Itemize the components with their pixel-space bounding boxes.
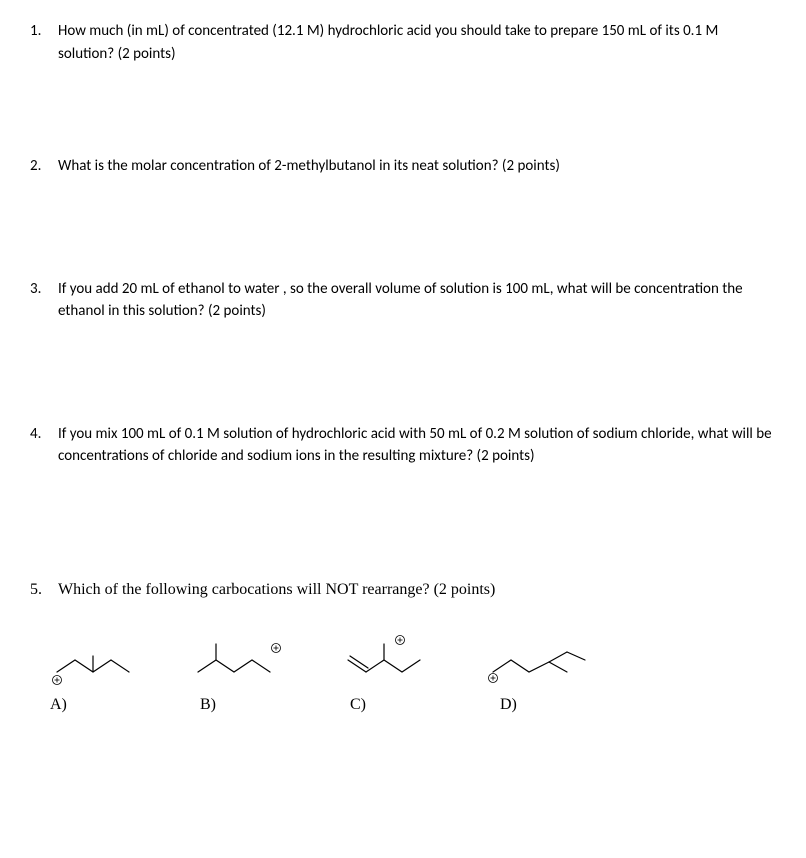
question-1-text: How much (in mL) of concentrated (12.1 M… bbox=[58, 20, 776, 65]
question-5-text: Which of the following carbocations will… bbox=[58, 578, 776, 602]
charge-icon bbox=[272, 643, 281, 652]
question-4-text: If you mix 100 mL of 0.1 M solution of h… bbox=[58, 423, 776, 468]
carbocation-c-icon bbox=[340, 630, 470, 685]
option-d: D) bbox=[480, 630, 630, 717]
option-d-label: D) bbox=[480, 693, 517, 717]
option-c: C) bbox=[330, 630, 480, 717]
question-3: 3. If you add 20 mL of ethanol to water … bbox=[30, 278, 776, 323]
question-4: 4. If you mix 100 mL of 0.1 M solution o… bbox=[30, 423, 776, 468]
option-b: B) bbox=[180, 630, 330, 717]
question-4-number: 4. bbox=[30, 423, 58, 468]
option-a-label: A) bbox=[30, 693, 67, 717]
options-row: A) B) bbox=[30, 630, 776, 717]
charge-icon bbox=[53, 675, 62, 684]
question-3-number: 3. bbox=[30, 278, 58, 323]
carbocation-d-icon bbox=[485, 630, 625, 685]
question-2-number: 2. bbox=[30, 155, 58, 178]
question-1: 1. How much (in mL) of concentrated (12.… bbox=[30, 20, 776, 65]
charge-icon bbox=[489, 673, 498, 682]
question-5-number: 5. bbox=[30, 578, 58, 602]
question-5: 5. Which of the following carbocations w… bbox=[30, 578, 776, 602]
question-1-number: 1. bbox=[30, 20, 58, 65]
option-b-label: B) bbox=[180, 693, 216, 717]
option-c-label: C) bbox=[330, 693, 366, 717]
question-2-text: What is the molar concentration of 2-met… bbox=[58, 155, 776, 178]
charge-icon bbox=[396, 635, 405, 644]
option-a: A) bbox=[30, 630, 180, 717]
carbocation-b-icon bbox=[190, 630, 320, 685]
question-2: 2. What is the molar concentration of 2-… bbox=[30, 155, 776, 178]
question-3-text: If you add 20 mL of ethanol to water , s… bbox=[58, 278, 776, 323]
carbocation-a-icon bbox=[45, 630, 165, 685]
